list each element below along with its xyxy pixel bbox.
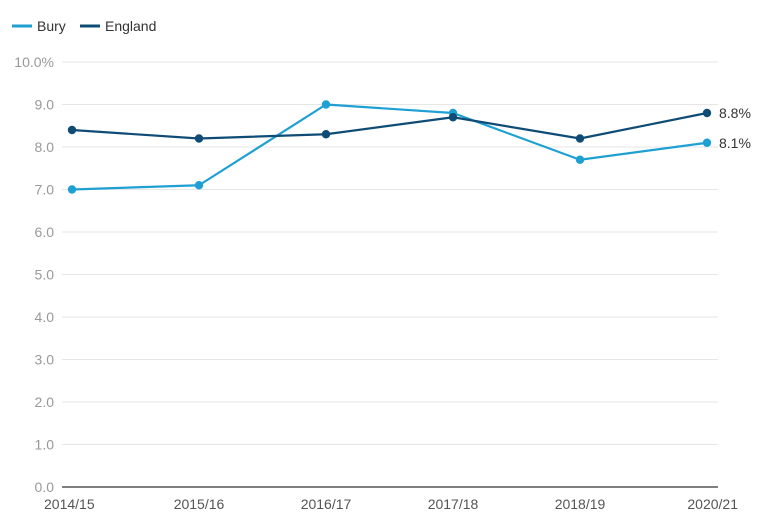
data-point-england[interactable] (67, 125, 77, 135)
data-point-england[interactable] (575, 134, 585, 143)
y-axis-ticks: 0.0 1.0 2.0 3.0 4.0 5.0 6.0 7.0 8.0 9.0 10.0% (14, 54, 54, 495)
legend-item-bury[interactable]: Bury (12, 18, 66, 34)
y-tick-label: 7.0 (35, 182, 55, 198)
y-tick-label: 0.0 (35, 479, 55, 495)
data-point-bury[interactable] (575, 155, 585, 164)
data-point-bury[interactable] (321, 100, 331, 109)
x-tick-label: 2018/19 (555, 496, 606, 512)
data-point-bury[interactable] (194, 181, 204, 190)
end-labels: 8.1% 8.8% (719, 105, 751, 151)
data-point-england[interactable] (194, 134, 204, 143)
y-tick-label: 2.0 (35, 394, 55, 410)
legend-item-england[interactable]: England (80, 18, 156, 34)
y-tick-label: 5.0 (35, 267, 55, 283)
legend: Bury England (12, 18, 156, 34)
y-tick-label: 1.0 (35, 437, 55, 453)
y-tick-label: 4.0 (35, 309, 55, 325)
y-tick-label: 9.0 (35, 97, 55, 113)
data-point-england[interactable] (448, 113, 458, 122)
y-tick-label: 10.0% (14, 54, 54, 70)
x-tick-label: 2015/16 (174, 496, 225, 512)
x-tick-label: 2020/21 (687, 496, 738, 512)
x-tick-label: 2014/15 (44, 496, 95, 512)
data-point-bury[interactable] (702, 138, 712, 147)
data-point-bury[interactable] (67, 185, 77, 194)
x-axis-ticks: 2014/15 2015/16 2016/17 2017/18 2018/19 2020/… (44, 496, 738, 512)
x-tick-label: 2016/17 (301, 496, 352, 512)
end-label-bury: 8.1% (719, 135, 751, 151)
series-line-bury (71, 103, 708, 191)
y-tick-label: 6.0 (35, 224, 55, 240)
data-point-england[interactable] (321, 130, 331, 139)
series-group (67, 100, 712, 194)
series-line-england (71, 111, 708, 140)
legend-label-england: England (105, 18, 156, 34)
legend-label-bury: Bury (37, 18, 66, 34)
gridlines (62, 61, 718, 488)
data-point-england[interactable] (702, 108, 712, 118)
y-tick-label: 3.0 (35, 352, 55, 368)
x-tick-label: 2017/18 (428, 496, 479, 512)
end-label-england: 8.8% (719, 105, 751, 121)
y-tick-label: 8.0 (35, 139, 55, 155)
